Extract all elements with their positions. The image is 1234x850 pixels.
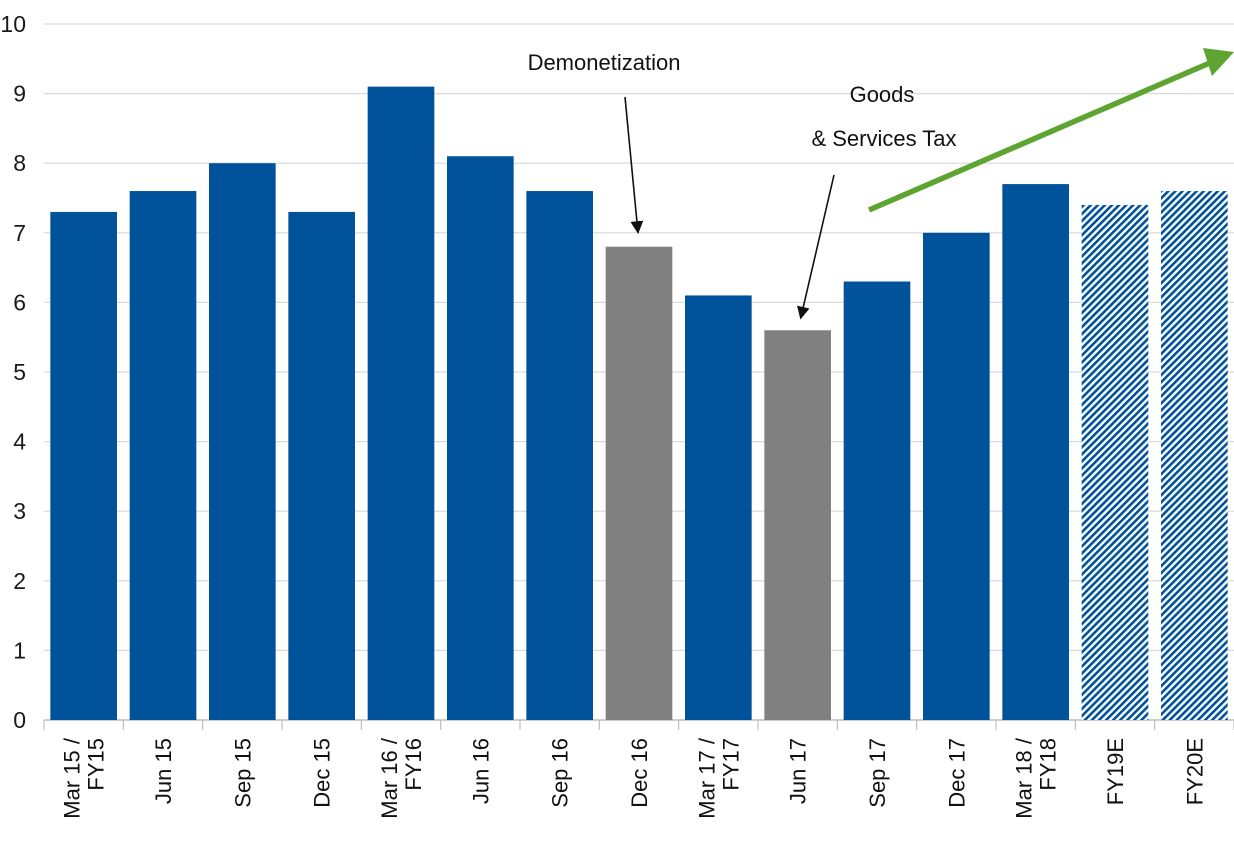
y-axis-ticks: 0 1 2 3 4 5 6 7 8 9 10 xyxy=(0,11,26,733)
bar xyxy=(605,246,673,720)
y-tick-label: 3 xyxy=(13,498,26,524)
bars xyxy=(50,86,1228,721)
bar xyxy=(1002,184,1069,720)
bar xyxy=(526,191,593,721)
y-tick-label: 6 xyxy=(13,289,26,315)
annotations: Demonetization Goods & Services Tax xyxy=(528,48,1234,320)
x-category-label: Dec 16 xyxy=(627,738,652,808)
bar xyxy=(367,86,435,720)
x-axis-labels: Mar 15 /FY15 Jun 15 Sep 15 Dec 15 Mar 16 /FY… xyxy=(60,737,1208,819)
x-category-label: Mar 17 / xyxy=(694,737,719,819)
annotation-arrow xyxy=(797,174,835,320)
annotation-gst: Goods xyxy=(850,82,915,107)
x-category-label: Jun 17 xyxy=(786,738,811,804)
bar xyxy=(209,163,276,720)
trend-arrow-head xyxy=(1203,48,1234,76)
x-category-label: FY17 xyxy=(718,738,743,791)
x-category-label: FY20E xyxy=(1182,738,1207,805)
annotation-gst: & Services Tax xyxy=(811,126,956,151)
x-category-label: Mar 16 / xyxy=(377,737,402,819)
x-category-label: Sep 16 xyxy=(548,738,573,808)
trend-arrow-line xyxy=(867,59,1214,213)
y-tick-label: 2 xyxy=(13,568,26,594)
bar xyxy=(50,211,117,721)
bar xyxy=(1081,204,1149,720)
bar xyxy=(685,295,752,720)
x-category-label: Jun 16 xyxy=(468,738,493,804)
x-category-label: Jun 15 xyxy=(151,738,176,804)
bar xyxy=(447,156,514,721)
annotation-demonetization: Demonetization xyxy=(528,50,681,75)
x-category-label: Mar 15 / xyxy=(60,737,85,819)
x-category-label: Sep 15 xyxy=(230,738,255,808)
x-category-label: FY18 xyxy=(1036,738,1061,791)
y-tick-label: 1 xyxy=(13,637,26,663)
y-tick-label: 10 xyxy=(0,11,26,37)
x-category-label: Sep 17 xyxy=(865,738,890,808)
bar xyxy=(923,232,990,721)
bar xyxy=(288,211,355,721)
y-tick-label: 5 xyxy=(13,359,26,385)
x-category-label: FY15 xyxy=(84,738,109,791)
bar xyxy=(843,281,911,720)
x-category-label: FY16 xyxy=(401,738,426,791)
x-category-label: Dec 17 xyxy=(944,738,969,808)
x-category-label: Dec 15 xyxy=(310,738,335,808)
x-category-label: Mar 18 / xyxy=(1012,737,1037,819)
bar xyxy=(1161,191,1228,721)
y-tick-label: 9 xyxy=(13,81,26,107)
y-tick-label: 8 xyxy=(13,150,26,176)
y-tick-label: 7 xyxy=(13,220,26,246)
y-tick-label: 0 xyxy=(13,707,26,733)
bar xyxy=(764,330,831,720)
annotation-arrow xyxy=(624,96,644,234)
x-category-label: FY19E xyxy=(1103,738,1128,805)
y-tick-label: 4 xyxy=(13,429,26,455)
bar xyxy=(129,191,197,721)
